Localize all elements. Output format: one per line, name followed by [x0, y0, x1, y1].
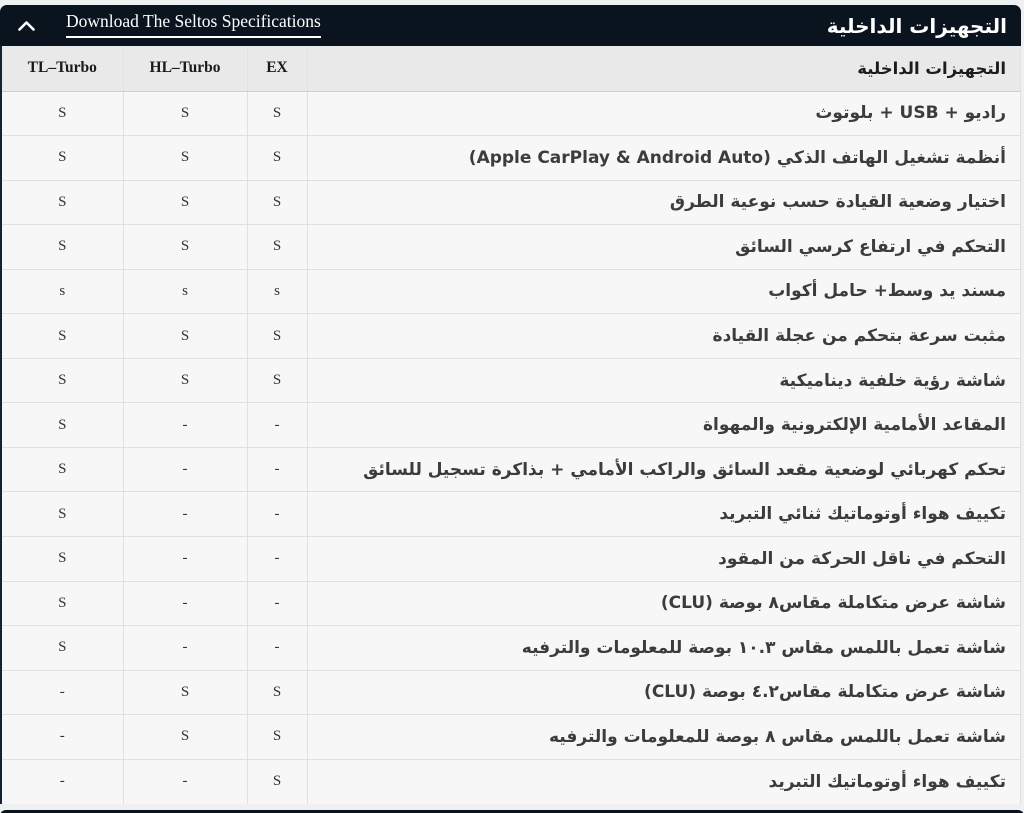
tl-turbo-column-header: TL–Turbo [2, 46, 124, 92]
feature-cell: تكييف هواء أوتوماتيك التبريد [306, 758, 1021, 804]
table-row: شاشة عرض متكاملة مقاس٤.٢ بوصة (CLU) S S - [2, 669, 1021, 716]
availability-cell: S [2, 446, 124, 493]
availability-cell: - [122, 491, 248, 537]
feature-cell: شاشة تعمل باللمس مقاس ١٠.٣ بوصة للمعلوما… [306, 625, 1021, 671]
table-row: شاشة تعمل باللمس مقاس ١٠.٣ بوصة للمعلوما… [2, 625, 1021, 671]
feature-cell: التحكم في ارتفاع كرسي السائق [306, 224, 1021, 270]
availability-cell: S [122, 714, 248, 760]
availability-cell: - [246, 446, 308, 493]
availability-cell: S [246, 224, 308, 270]
availability-cell: - [122, 402, 248, 448]
availability-cell: S [122, 179, 248, 226]
availability-cell: S [2, 90, 124, 137]
feature-cell: المقاعد الأمامية الإلكترونية والمهواة [306, 402, 1021, 448]
interior-specs-accordion-header[interactable]: Download The Seltos Specifications التجه… [0, 5, 1021, 46]
specs-table-container: التجهيزات الداخلية EX HL–Turbo TL–Turbo … [0, 46, 1021, 804]
feature-cell: مثبت سرعة بتحكم من عجلة القيادة [306, 313, 1021, 359]
chevron-up-icon[interactable] [16, 16, 36, 36]
availability-cell: S [2, 135, 124, 181]
availability-cell: S [122, 313, 248, 359]
availability-cell: - [122, 580, 248, 627]
specs-table: التجهيزات الداخلية EX HL–Turbo TL–Turbo … [2, 46, 1021, 804]
availability-cell: s [246, 268, 308, 315]
table-row: التحكم في ارتفاع كرسي السائق S S S [2, 224, 1021, 270]
availability-cell: S [2, 313, 124, 359]
availability-cell: - [2, 714, 124, 760]
table-row: شاشة عرض متكاملة مقاس٨ بوصة (CLU) - - S [2, 580, 1021, 627]
table-row: تكييف هواء أوتوماتيك التبريد S - - [2, 758, 1021, 804]
availability-cell: S [2, 491, 124, 537]
availability-cell: - [122, 446, 248, 493]
section-title: التجهيزات الداخلية [826, 13, 1007, 38]
feature-cell: شاشة عرض متكاملة مقاس٤.٢ بوصة (CLU) [306, 669, 1021, 716]
availability-cell: - [246, 580, 308, 627]
ex-column-header: EX [246, 46, 308, 92]
availability-cell: S [246, 357, 308, 404]
availability-cell: s [122, 268, 248, 315]
feature-cell: مسند يد وسط+ حامل أكواب [306, 268, 1021, 315]
availability-cell: S [246, 90, 308, 137]
table-row: مثبت سرعة بتحكم من عجلة القيادة S S S [2, 313, 1021, 359]
table-row: شاشة رؤية خلفية ديناميكية S S S [2, 357, 1021, 404]
table-row: اختيار وضعية القيادة حسب نوعية الطرق S S S [2, 179, 1021, 226]
table-row: المقاعد الأمامية الإلكترونية والمهواة - - S [2, 402, 1021, 448]
availability-cell: - [246, 535, 308, 582]
next-section-header-partial[interactable] [0, 810, 1024, 813]
table-row: أنظمة تشغيل الهاتف الذكي (Apple CarPlay … [2, 135, 1021, 181]
availability-cell: S [122, 357, 248, 404]
table-row: راديو + USB + بلوتوث S S S [2, 90, 1021, 137]
feature-cell: تحكم كهربائي لوضعية مقعد السائق والراكب … [306, 446, 1021, 493]
availability-cell: S [246, 758, 308, 804]
table-row: تكييف هواء أوتوماتيك ثنائي التبريد - - S [2, 491, 1021, 537]
feature-cell: شاشة تعمل باللمس مقاس ٨ بوصة للمعلومات و… [306, 714, 1021, 760]
availability-cell: - [122, 625, 248, 671]
feature-cell: أنظمة تشغيل الهاتف الذكي (Apple CarPlay … [306, 135, 1021, 181]
availability-cell: S [246, 714, 308, 760]
specifications-page: Download The Seltos Specifications التجه… [0, 5, 1024, 813]
availability-cell: S [2, 179, 124, 226]
feature-cell: راديو + USB + بلوتوث [306, 90, 1021, 137]
availability-cell: - [246, 402, 308, 448]
table-row: التحكم في ناقل الحركة من المقود - - S [2, 535, 1021, 582]
table-row: شاشة تعمل باللمس مقاس ٨ بوصة للمعلومات و… [2, 714, 1021, 760]
feature-cell: تكييف هواء أوتوماتيك ثنائي التبريد [306, 491, 1021, 537]
feature-cell: شاشة عرض متكاملة مقاس٨ بوصة (CLU) [306, 580, 1021, 627]
availability-cell: S [246, 669, 308, 716]
feature-cell: اختيار وضعية القيادة حسب نوعية الطرق [306, 179, 1021, 226]
availability-cell: S [246, 313, 308, 359]
table-row: مسند يد وسط+ حامل أكواب s s s [2, 268, 1021, 315]
availability-cell: S [246, 135, 308, 181]
availability-cell: S [122, 135, 248, 181]
availability-cell: S [2, 357, 124, 404]
availability-cell: - [122, 535, 248, 582]
table-header-row: التجهيزات الداخلية EX HL–Turbo TL–Turbo [2, 46, 1021, 92]
feature-cell: شاشة رؤية خلفية ديناميكية [306, 357, 1021, 404]
availability-cell: S [122, 669, 248, 716]
availability-cell: S [246, 179, 308, 226]
table-row: تحكم كهربائي لوضعية مقعد السائق والراكب … [2, 446, 1021, 493]
availability-cell: - [122, 758, 248, 804]
availability-cell: - [2, 669, 124, 716]
availability-cell: S [2, 625, 124, 671]
feature-column-header: التجهيزات الداخلية [306, 46, 1021, 92]
availability-cell: - [2, 758, 124, 804]
availability-cell: S [122, 224, 248, 270]
availability-cell: S [2, 402, 124, 448]
header-left-group: Download The Seltos Specifications [16, 13, 321, 38]
hl-turbo-column-header: HL–Turbo [122, 46, 248, 92]
availability-cell: - [246, 491, 308, 537]
availability-cell: - [246, 625, 308, 671]
availability-cell: s [2, 268, 124, 315]
feature-cell: التحكم في ناقل الحركة من المقود [306, 535, 1021, 582]
availability-cell: S [2, 535, 124, 582]
availability-cell: S [122, 90, 248, 137]
interior-specs-section: Download The Seltos Specifications التجه… [0, 5, 1021, 804]
availability-cell: S [2, 580, 124, 627]
download-specs-link[interactable]: Download The Seltos Specifications [66, 13, 321, 38]
availability-cell: S [2, 224, 124, 270]
